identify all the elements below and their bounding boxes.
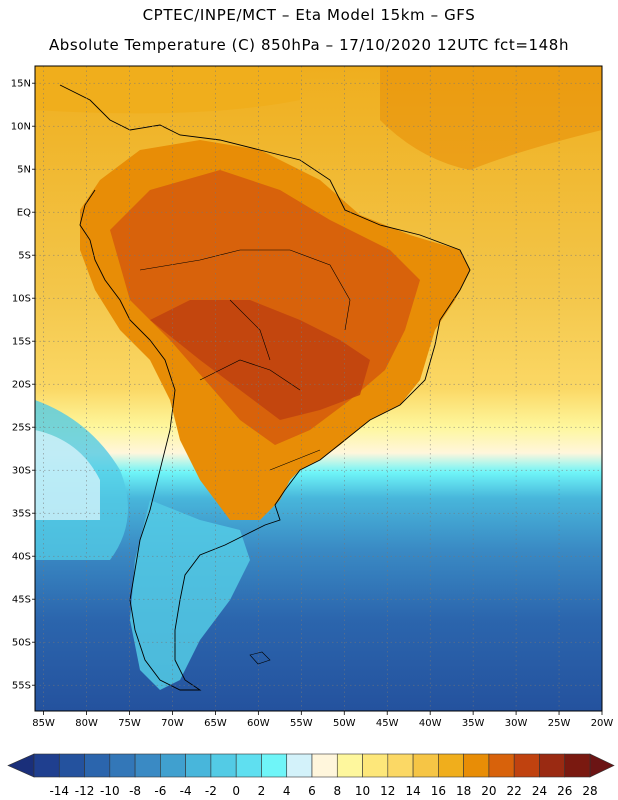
colorbar-swatch xyxy=(539,753,566,778)
colorbar-swatch xyxy=(58,753,85,778)
map-frame xyxy=(34,65,603,712)
lat-tick-label: 5N xyxy=(17,165,31,176)
colorbar-swatch xyxy=(513,753,540,778)
falkland-islands xyxy=(249,651,271,665)
country-borders xyxy=(139,249,351,471)
lon-tick-label: 70W xyxy=(161,718,184,729)
colorbar-swatch xyxy=(564,753,591,778)
continent-hottest xyxy=(150,300,370,420)
colorbar-label: 16 xyxy=(431,784,446,798)
pacific-cool-core xyxy=(35,430,100,520)
lat-tick-label: 10S xyxy=(12,294,31,305)
lat-tick-label: 25S xyxy=(12,423,31,434)
title-line-1: CPTEC/INPE/MCT – Eta Model 15km – GFS xyxy=(142,6,476,24)
patagonia-cool xyxy=(130,500,250,690)
lon-tick-label: 30W xyxy=(505,718,528,729)
colorbar-swatch xyxy=(412,753,439,778)
colorbar-label: 24 xyxy=(532,784,547,798)
lat-tick-label: 35S xyxy=(12,509,31,520)
lat-tick-label: 5S xyxy=(18,251,31,262)
latitude-axis: 15N 10N 5N EQ 5S 10S 15S 20S 25S 30S 35S 40S 45S 50S 5… xyxy=(11,79,35,692)
lon-tick-label: 75W xyxy=(118,718,141,729)
colorbar-swatch xyxy=(210,753,237,778)
colorbar-swatch xyxy=(185,753,212,778)
lon-tick-label: 60W xyxy=(247,718,270,729)
coastline xyxy=(59,84,471,691)
lat-tick-label: 10N xyxy=(11,122,31,133)
colorbar-swatch xyxy=(311,753,338,778)
colorbar-label: -6 xyxy=(154,784,166,798)
lon-tick-label: 50W xyxy=(333,718,356,729)
lat-tick-label: 15S xyxy=(12,337,31,348)
colorbar-under-arrow xyxy=(7,753,35,778)
colorbar-label: 26 xyxy=(557,784,572,798)
lon-tick-label: 55W xyxy=(290,718,313,729)
colorbar-label: 22 xyxy=(507,784,522,798)
lat-tick-label: 45S xyxy=(12,595,31,606)
colorbar-label: -2 xyxy=(205,784,217,798)
lon-tick-label: 80W xyxy=(75,718,98,729)
colorbar-swatch xyxy=(261,753,288,778)
colorbar-swatch xyxy=(463,753,490,778)
colorbar-label: 12 xyxy=(380,784,395,798)
lon-tick-label: 45W xyxy=(376,718,399,729)
colorbar-swatch xyxy=(160,753,186,778)
colorbar-label: 18 xyxy=(456,784,471,798)
colorbar-swatch xyxy=(33,753,60,778)
lat-tick-label: 30S xyxy=(12,466,31,477)
lon-tick-label: 20W xyxy=(591,718,614,729)
colorbar-label: 20 xyxy=(481,784,496,798)
colorbar-label: -12 xyxy=(75,784,95,798)
lon-tick-label: 40W xyxy=(419,718,442,729)
lat-tick-label: 20S xyxy=(12,380,31,391)
colorbar-label: -10 xyxy=(100,784,120,798)
colorbar-swatch xyxy=(286,753,313,778)
colorbar-swatch xyxy=(134,753,161,778)
lat-tick-label: 15N xyxy=(11,79,31,90)
caribbean-warm xyxy=(35,66,300,114)
colorbar-swatch xyxy=(109,753,136,778)
colorbar-label: 4 xyxy=(283,784,291,798)
colorbar-label: 6 xyxy=(308,784,316,798)
lat-tick-label: EQ xyxy=(17,208,31,219)
colorbar-label: 14 xyxy=(405,784,420,798)
colorbar-swatch xyxy=(84,753,111,778)
lon-tick-label: 85W xyxy=(32,718,55,729)
lon-tick-label: 35W xyxy=(462,718,485,729)
colorbar-label: -4 xyxy=(180,784,192,798)
lon-tick-label: 25W xyxy=(548,718,571,729)
colorbar-swatch xyxy=(235,753,262,778)
colorbar-swatch xyxy=(438,753,464,778)
north-atlantic-warm xyxy=(380,66,602,170)
colorbar-swatch xyxy=(336,753,363,778)
colorbar-label: 2 xyxy=(258,784,266,798)
colorbar-label: 0 xyxy=(232,784,240,798)
lat-tick-label: 55S xyxy=(12,681,31,692)
colorbar: -14 -12 -10 -8 -6 -4 -2 0 2 4 6 8 10 12 14 16 18 20 22 24 26… xyxy=(7,753,615,798)
colorbar-label: -8 xyxy=(129,784,141,798)
colorbar-over-arrow xyxy=(589,753,615,778)
colorbar-swatch xyxy=(387,753,414,778)
lat-tick-label: 40S xyxy=(12,552,31,563)
colorbar-swatch xyxy=(488,753,515,778)
colorbar-label: 8 xyxy=(333,784,341,798)
colorbar-label: 28 xyxy=(582,784,597,798)
title-line-2: Absolute Temperature (C) 850hPa – 17/10/… xyxy=(48,36,570,54)
gridlines xyxy=(35,66,603,711)
colorbar-label: -14 xyxy=(49,784,69,798)
field-layers xyxy=(35,66,602,711)
longitude-axis: 85W 80W 75W 70W 65W 60W 55W 50W 45W 40W 35W 30W 25W 2… xyxy=(32,711,613,729)
lon-tick-label: 65W xyxy=(204,718,227,729)
colorbar-swatch xyxy=(362,753,389,778)
colorbar-label: 10 xyxy=(355,784,370,798)
lat-tick-label: 50S xyxy=(12,638,31,649)
